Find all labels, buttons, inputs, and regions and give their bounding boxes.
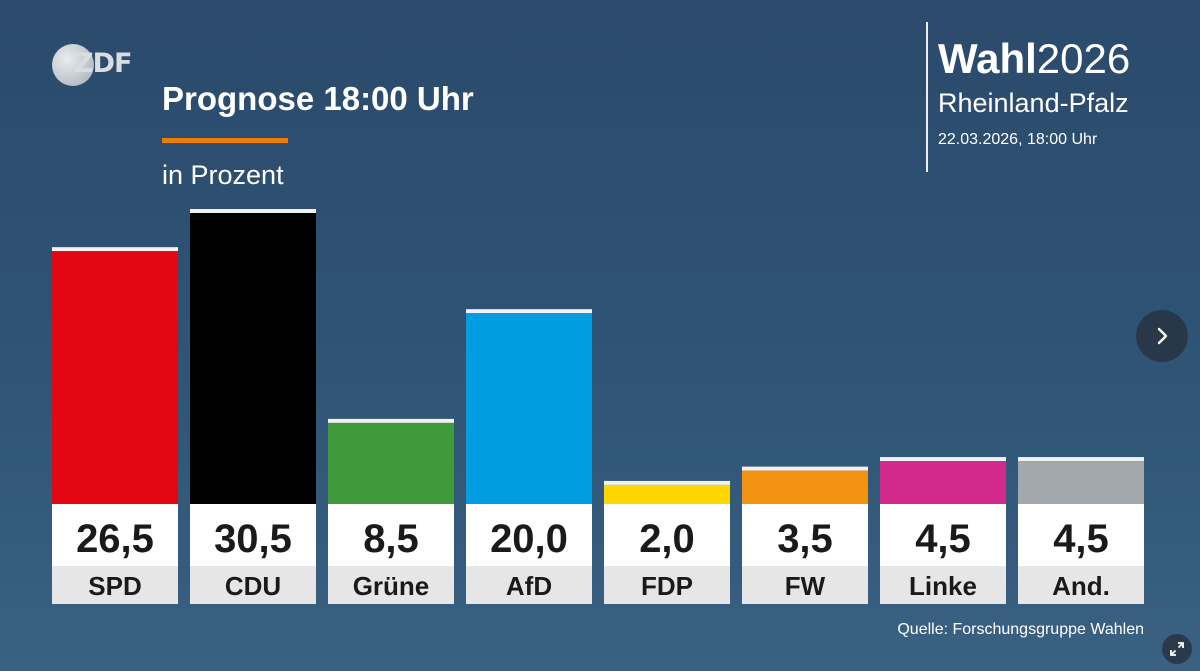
election-info: Wahl2026 Rheinland-Pfalz 22.03.2026, 18:…: [926, 22, 1176, 172]
bar-top-cdu: [190, 209, 316, 213]
bar-group-afd: 20,0 AfD: [466, 309, 592, 604]
bar-fdp: [604, 484, 730, 504]
election-region: Rheinland-Pfalz: [938, 88, 1129, 118]
category-label-cdu: CDU: [225, 571, 281, 601]
expand-button[interactable]: [1162, 634, 1192, 664]
title-underline: [162, 138, 288, 143]
election-year: 2026: [1036, 35, 1131, 82]
bar-group-linke: 4,5 Linke: [880, 457, 1006, 604]
bar-top-fdp: [604, 480, 730, 485]
bar-top-and: [1018, 457, 1144, 462]
value-box-linke: [880, 504, 1006, 566]
value-box-grne: [328, 504, 454, 566]
bar-grne: [328, 422, 454, 504]
chart-subtitle: in Prozent: [162, 160, 284, 190]
category-label-grne: Grüne: [353, 571, 430, 601]
value-label-fdp: 2,0: [639, 517, 695, 561]
bar-fw: [742, 470, 868, 504]
value-label-spd: 26,5: [76, 517, 154, 561]
category-label-and: And.: [1052, 571, 1110, 601]
value-label-afd: 20,0: [490, 517, 568, 561]
label-box-linke: [880, 566, 1006, 604]
bar-group-fw: 3,5 FW: [742, 466, 868, 604]
value-box-cdu: [190, 504, 316, 566]
bar-group-spd: 26,5 SPD: [52, 247, 178, 604]
bar-group-fdp: 2,0 FDP: [604, 480, 730, 604]
bar-linke: [880, 461, 1006, 504]
label-box-spd: [52, 566, 178, 604]
value-label-linke: 4,5: [915, 517, 971, 561]
source-credit: Quelle: Forschungsgruppe Wahlen: [897, 621, 1144, 638]
election-word: Wahl: [938, 35, 1037, 82]
label-box-cdu: [190, 566, 316, 604]
election-heading: Wahl2026: [938, 34, 1176, 84]
bar-top-grne: [328, 418, 454, 423]
chart-title: Prognose 18:00 Uhr: [162, 80, 474, 117]
label-box-grne: [328, 566, 454, 604]
label-box-and: [1018, 566, 1144, 604]
bar-cdu: [190, 213, 316, 504]
bar-top-linke: [880, 457, 1006, 462]
value-box-spd: [52, 504, 178, 566]
election-datetime: 22.03.2026, 18:00 Uhr: [938, 131, 1098, 148]
bar-top-fw: [742, 466, 868, 471]
bar-top-spd: [52, 247, 178, 252]
value-box-fdp: [604, 504, 730, 566]
category-label-afd: AfD: [506, 571, 552, 601]
bar-and: [1018, 461, 1144, 504]
chevron-right-icon: [1157, 327, 1168, 345]
value-box-and: [1018, 504, 1144, 566]
bar-spd: [52, 251, 178, 504]
value-box-fw: [742, 504, 868, 566]
category-label-fw: FW: [785, 571, 826, 601]
zdf-logo: ZDF: [52, 44, 132, 86]
value-label-fw: 3,5: [777, 517, 833, 561]
value-box-afd: [466, 504, 592, 566]
value-label-and: 4,5: [1053, 517, 1109, 561]
value-label-cdu: 30,5: [214, 517, 292, 561]
bar-afd: [466, 313, 592, 504]
value-label-grne: 8,5: [363, 517, 419, 561]
zdf-logo-disc: [52, 44, 94, 86]
zdf-logo-text: ZDF: [74, 48, 132, 79]
category-label-fdp: FDP: [641, 571, 693, 601]
category-label-spd: SPD: [88, 571, 141, 601]
next-slide-button[interactable]: [1136, 310, 1188, 362]
label-box-fw: [742, 566, 868, 604]
bar-group-and: 4,5 And.: [1018, 457, 1144, 604]
category-label-linke: Linke: [909, 571, 977, 601]
bar-group-grne: 8,5 Grüne: [328, 418, 454, 604]
expand-icon: [1170, 642, 1184, 656]
label-box-fdp: [604, 566, 730, 604]
label-box-afd: [466, 566, 592, 604]
bar-group-cdu: 30,5 CDU: [190, 209, 316, 604]
bar-top-afd: [466, 309, 592, 314]
